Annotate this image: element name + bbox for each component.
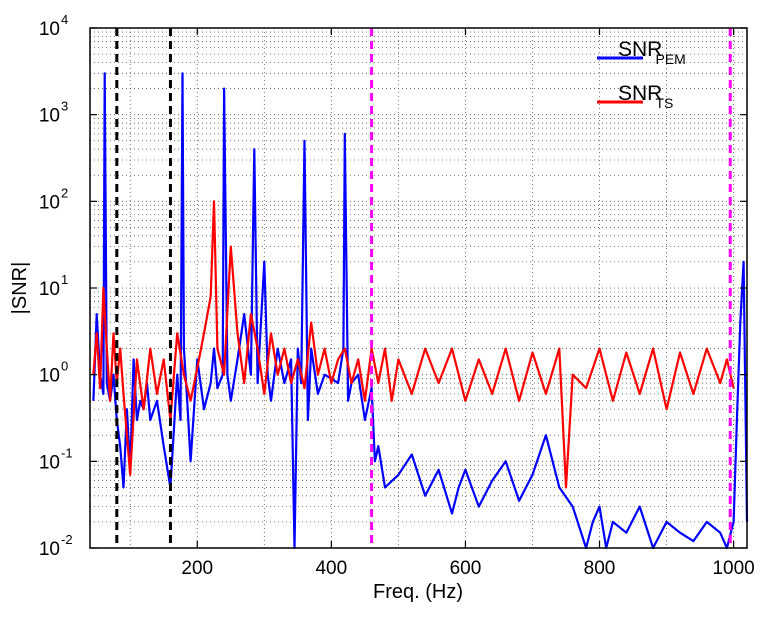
y-tick-label: 10	[39, 279, 60, 300]
y-tick-label: 10	[39, 539, 60, 560]
y-tick-exponent: 3	[61, 99, 68, 114]
y-axis-label: |SNR|	[9, 262, 31, 315]
series-layer	[92, 72, 749, 550]
y-tick-exponent: 4	[61, 12, 68, 27]
legend-label: SNR	[618, 82, 662, 105]
legend-label-subscript: TS	[656, 95, 674, 111]
x-tick-label: 600	[450, 558, 482, 579]
x-tick-label: 200	[181, 558, 213, 579]
x-axis-label: Freq. (Hz)	[373, 581, 463, 603]
y-tick-exponent: -1	[61, 445, 73, 460]
y-tick-exponent: 2	[61, 185, 68, 200]
x-tick-label: 1000	[712, 558, 754, 579]
grid-layer	[90, 28, 747, 548]
x-tick-label: 400	[315, 558, 347, 579]
y-tick-label: 10	[39, 19, 60, 40]
y-tick-exponent: 1	[61, 272, 68, 287]
y-tick-label: 10	[39, 366, 60, 387]
x-tick-label: 800	[584, 558, 616, 579]
legend-label: SNR	[618, 38, 662, 61]
reference-lines	[115, 28, 732, 548]
series-line-ts	[92, 200, 735, 489]
y-tick-label: 10	[39, 192, 60, 213]
y-tick-exponent: -2	[61, 532, 73, 547]
y-tick-label: 10	[39, 452, 60, 473]
y-tick-label: 10	[39, 106, 60, 127]
y-tick-exponent: 0	[61, 359, 68, 374]
legend-label-subscript: PEM	[656, 51, 686, 67]
